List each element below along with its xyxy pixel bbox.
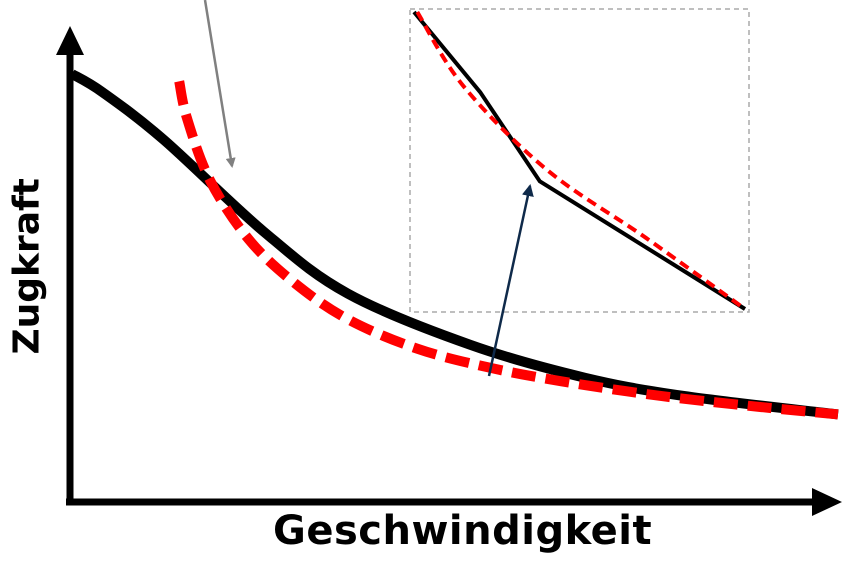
inset-box — [409, 8, 750, 313]
inset-solid-line — [412, 10, 747, 311]
x-axis-arrowhead — [812, 488, 842, 516]
solid-series-line — [69, 69, 839, 420]
inset-dashed-line — [415, 10, 747, 311]
y-axis-label: Zugkraft — [6, 178, 48, 355]
gray-pointer-arrow — [203, 0, 236, 168]
x-axis-label: Geschwindigkeit — [273, 508, 653, 554]
dashed-series-line — [174, 80, 839, 420]
y-axis-arrowhead — [56, 26, 84, 55]
navy-pointer-arrow — [487, 184, 534, 377]
